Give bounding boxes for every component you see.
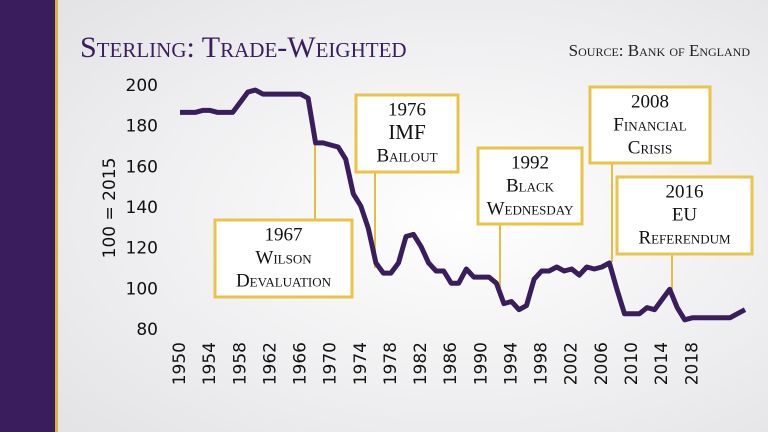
y-tick-label: 140: [126, 198, 158, 218]
source: Source: Bank of England: [569, 41, 751, 60]
x-tick-label: 1962: [260, 342, 280, 385]
callout-box: [615, 175, 754, 256]
x-tick-label: 1966: [291, 342, 311, 385]
x-tick-label: 2018: [682, 342, 702, 385]
x-tick-label: 1978: [381, 342, 401, 385]
callout-text: Bailout: [376, 145, 437, 166]
x-tick-label: 1982: [411, 342, 431, 385]
x-tick-label: 2014: [652, 342, 672, 385]
x-tick-label: 1994: [501, 342, 521, 385]
x-tick-label: 1998: [532, 342, 552, 385]
x-tick-label: 1950: [170, 342, 190, 385]
callout-text: Black: [506, 175, 555, 196]
x-tick-label: 2002: [562, 342, 582, 385]
side-border: [55, 0, 58, 432]
callout-text: 1967: [265, 224, 303, 245]
y-tick-label: 120: [126, 239, 158, 259]
y-tick-label: 160: [126, 157, 158, 177]
callout-text: Wilson: [255, 247, 312, 268]
x-tick-label: 1974: [351, 342, 371, 385]
line: [180, 87, 747, 323]
callout-text: 2008: [631, 91, 669, 112]
callout-box: [354, 93, 460, 174]
callout-text: Referendum: [638, 227, 731, 248]
callout-text: EU: [672, 204, 698, 225]
callout-text: IMF: [388, 120, 425, 144]
y-tick-label: 80: [136, 320, 158, 340]
x-tick-label: 2006: [592, 342, 612, 385]
callout-text: 1976: [388, 99, 426, 120]
callout-text: 1992: [511, 152, 549, 173]
x-tick-label: 1954: [200, 342, 220, 385]
x-tick-label: 1990: [471, 342, 491, 385]
callout-text: Wednesday: [487, 198, 574, 219]
callout-text: 2016: [666, 181, 704, 202]
callout-text: Devaluation: [236, 270, 332, 291]
x-tick-label: 1958: [230, 342, 250, 385]
side-band: [0, 0, 55, 432]
y-tick-label: 180: [126, 117, 158, 137]
chart-title: Sterling: Trade-Weighted: [80, 31, 407, 64]
y-axis-label: 100 = 2015: [100, 158, 120, 259]
callout-text: Financial: [613, 114, 686, 135]
callout-box: [588, 85, 712, 165]
y-tick-label: 100: [126, 279, 158, 299]
x-tick-label: 2010: [622, 342, 642, 385]
callout-box: [213, 218, 354, 299]
y-tick-label: 200: [126, 76, 158, 96]
callout-text: Crisis: [628, 137, 672, 158]
x-tick-label: 1986: [441, 342, 461, 385]
x-tick-label: 1970: [321, 342, 341, 385]
callout-box: [476, 146, 584, 226]
